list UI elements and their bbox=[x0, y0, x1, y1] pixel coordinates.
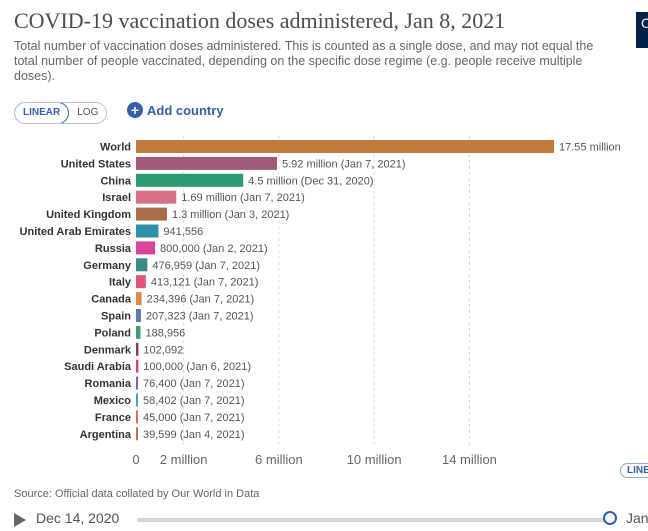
bar bbox=[136, 224, 159, 238]
category-label: Spain bbox=[101, 311, 131, 323]
category-label: Germany bbox=[83, 260, 132, 272]
value-label: 1.3 million (Jan 3, 2021) bbox=[172, 209, 289, 221]
category-label: China bbox=[100, 175, 131, 187]
value-label: 476,959 (Jan 7, 2021) bbox=[152, 260, 260, 272]
value-label: 45,000 (Jan 7, 2021) bbox=[143, 412, 245, 424]
timeline-track[interactable] bbox=[137, 518, 610, 522]
bar bbox=[136, 156, 278, 170]
value-label: 188,956 bbox=[146, 327, 186, 339]
x-tick-label: 10 million bbox=[347, 452, 402, 467]
bar bbox=[136, 190, 177, 204]
value-label: 76,400 (Jan 7, 2021) bbox=[143, 378, 245, 390]
bar bbox=[136, 342, 139, 356]
category-label: Russia bbox=[95, 243, 132, 255]
x-tick-label: 6 million bbox=[255, 452, 303, 467]
category-label: France bbox=[95, 412, 131, 424]
category-label: Canada bbox=[91, 294, 132, 306]
value-label: 39,599 (Jan 4, 2021) bbox=[143, 429, 245, 441]
log-scale-button[interactable]: LOG bbox=[77, 107, 99, 118]
value-label: 800,000 (Jan 2, 2021) bbox=[160, 243, 268, 255]
source-note: Source: Official data collated by Our Wo… bbox=[14, 488, 260, 500]
category-label: Romania bbox=[85, 378, 132, 390]
value-label: 58,402 (Jan 7, 2021) bbox=[143, 395, 245, 407]
bar bbox=[136, 325, 141, 339]
bar bbox=[136, 292, 142, 306]
play-icon[interactable] bbox=[14, 513, 26, 527]
value-label: 413,121 (Jan 7, 2021) bbox=[151, 277, 259, 289]
category-label: United Arab Emirates bbox=[20, 226, 131, 238]
bar bbox=[136, 410, 138, 424]
category-label: Poland bbox=[94, 327, 131, 339]
category-label: United Kingdom bbox=[46, 209, 131, 221]
category-label: Italy bbox=[109, 277, 132, 289]
x-tick-label: 0 bbox=[132, 452, 139, 467]
category-label: Argentina bbox=[80, 429, 132, 441]
bar bbox=[136, 376, 138, 390]
bar bbox=[136, 309, 141, 322]
value-label: 100,000 (Jan 6, 2021) bbox=[143, 361, 251, 373]
bar bbox=[136, 258, 148, 272]
bar bbox=[136, 427, 138, 441]
bar bbox=[136, 140, 554, 153]
value-label: 1.69 million (Jan 7, 2021) bbox=[181, 192, 305, 204]
category-label: Denmark bbox=[84, 344, 132, 356]
bar bbox=[136, 241, 156, 255]
add-country-label: Add country bbox=[147, 102, 224, 118]
bar bbox=[136, 275, 146, 289]
bar bbox=[136, 393, 138, 407]
bar bbox=[136, 173, 244, 187]
category-label: World bbox=[100, 142, 131, 154]
category-label: Mexico bbox=[94, 395, 132, 407]
timeline-handle[interactable] bbox=[603, 511, 617, 525]
chart-subtitle: Total number of vaccination doses admini… bbox=[14, 39, 594, 83]
category-label: Israel bbox=[102, 192, 131, 204]
x-tick-label: 14 million bbox=[442, 452, 497, 467]
chart-title: COVID-19 vaccination doses administered,… bbox=[14, 8, 506, 33]
value-label: 207,323 (Jan 7, 2021) bbox=[146, 311, 254, 323]
category-label: United States bbox=[61, 158, 131, 170]
value-label: 941,556 bbox=[163, 226, 203, 238]
bar-chart: World 17.55 million United States 5.92 mill… bbox=[20, 136, 621, 467]
bar bbox=[136, 359, 139, 373]
x-tick-label: 2 million bbox=[160, 452, 208, 467]
value-label: 234,396 (Jan 7, 2021) bbox=[147, 294, 255, 306]
line-chart-button[interactable]: LINE bbox=[620, 463, 648, 478]
plus-circle-icon: + bbox=[127, 102, 143, 118]
value-label: 4.5 million (Dec 31, 2020) bbox=[248, 175, 373, 187]
value-label: 102,092 bbox=[143, 344, 183, 356]
timeline[interactable]: Dec 14, 2020 Jan bbox=[14, 510, 648, 530]
value-label: 17.55 million bbox=[559, 142, 621, 154]
scale-toggle[interactable]: LINEAR LOG bbox=[14, 102, 108, 124]
add-country-button[interactable]: + Add country bbox=[127, 102, 224, 118]
owid-logo[interactable]: O bbox=[636, 12, 648, 48]
timeline-end-date: Jan bbox=[626, 510, 648, 526]
value-label: 5.92 million (Jan 7, 2021) bbox=[282, 158, 406, 170]
bar bbox=[136, 207, 167, 221]
linear-scale-button[interactable]: LINEAR bbox=[15, 103, 70, 123]
category-label: Saudi Arabia bbox=[64, 361, 132, 373]
timeline-start-date: Dec 14, 2020 bbox=[36, 510, 120, 526]
